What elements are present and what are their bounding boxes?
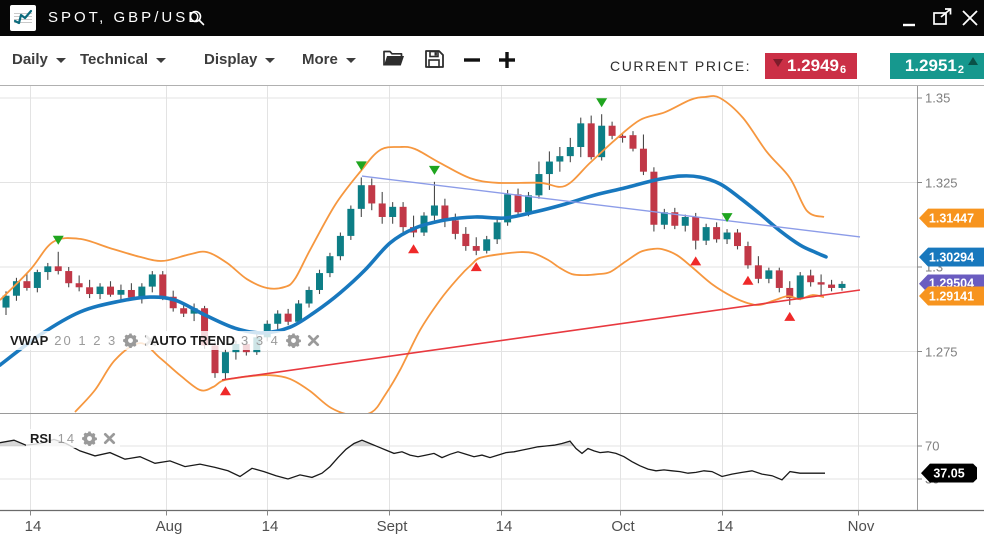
bollinger-lower-line bbox=[74, 247, 825, 413]
chevron-down-icon bbox=[156, 58, 167, 63]
candles bbox=[2, 114, 846, 380]
current-price-label: CURRENT PRICE: bbox=[610, 58, 752, 74]
time-tick-label: Nov bbox=[847, 518, 875, 535]
buy-marker-icon bbox=[742, 275, 754, 285]
popout-button[interactable] bbox=[932, 8, 954, 33]
bollinger-upper-line bbox=[0, 95, 825, 301]
rsi-overbought-fill bbox=[0, 439, 825, 446]
sell-marker-icon bbox=[428, 165, 440, 175]
gear-icon[interactable] bbox=[123, 333, 138, 348]
time-tick-label: Oct bbox=[611, 518, 635, 535]
close-icon[interactable] bbox=[103, 432, 116, 445]
price-tick-label: 1.35 bbox=[925, 90, 951, 106]
bid-price-badge: 1.2949 6 bbox=[765, 53, 857, 79]
time-tick-label: Aug bbox=[155, 518, 183, 535]
time-tick-label: 14 bbox=[495, 518, 513, 535]
trendline-support bbox=[221, 289, 861, 381]
zoom-out-icon[interactable] bbox=[462, 50, 484, 75]
search-icon[interactable] bbox=[188, 9, 206, 32]
chevron-down-icon bbox=[345, 58, 356, 63]
menu-display[interactable]: Display bbox=[204, 51, 276, 68]
vwap-label: VWAP bbox=[10, 333, 49, 348]
time-tick-label: 14 bbox=[716, 518, 734, 535]
buy-marker-icon bbox=[784, 311, 796, 321]
vwap-params: 20 1 2 3 bbox=[54, 333, 118, 348]
rsi-params: 14 bbox=[57, 431, 77, 446]
zoom-in-icon[interactable] bbox=[497, 50, 519, 75]
trendline-resistance bbox=[361, 175, 861, 238]
app-chart-icon bbox=[10, 5, 36, 31]
chevron-down-icon bbox=[265, 58, 276, 63]
sell-marker-icon bbox=[721, 213, 733, 223]
toolbar: Daily Technical Display More CURRENT PRI… bbox=[0, 36, 984, 86]
price-level-tag: 1.29141 bbox=[919, 286, 984, 306]
close-icon[interactable] bbox=[307, 334, 320, 347]
time-tick-label: 14 bbox=[261, 518, 279, 535]
legend-autotrend: AUTO TREND 3 3 4 bbox=[146, 331, 324, 350]
price-tick-label: 1.325 bbox=[925, 175, 958, 190]
time-tick-label: 14 bbox=[24, 518, 42, 535]
window-title: SPOT, GBP/USD bbox=[48, 9, 203, 26]
gear-icon[interactable] bbox=[286, 333, 301, 348]
legend-vwap: VWAP 20 1 2 3 bbox=[6, 331, 162, 350]
rsi-line bbox=[0, 438, 825, 481]
title-bar: SPOT, GBP/USD bbox=[0, 0, 984, 36]
sell-marker-icon bbox=[52, 235, 64, 245]
buy-marker-icon bbox=[470, 262, 482, 272]
autotrend-params: 3 3 4 bbox=[240, 333, 280, 348]
price-level-tag: 1.31447 bbox=[919, 208, 984, 228]
rsi-value-tag: 37.05 bbox=[921, 463, 977, 483]
legend-rsi: RSI 14 bbox=[26, 429, 121, 448]
chevron-down-icon bbox=[55, 58, 66, 63]
time-tick-label: Sept bbox=[376, 518, 408, 535]
close-button[interactable] bbox=[960, 8, 980, 33]
open-folder-icon[interactable] bbox=[382, 49, 406, 74]
autotrend-label: AUTO TREND bbox=[150, 333, 235, 348]
buy-marker-icon bbox=[408, 244, 420, 254]
price-level-tag: 1.30294 bbox=[919, 247, 984, 267]
ask-price-badge: 1.2951 2 bbox=[890, 53, 984, 79]
buy-marker-icon bbox=[690, 256, 702, 266]
buy-marker-icon bbox=[219, 386, 231, 396]
arrow-down-icon bbox=[773, 59, 783, 67]
menu-more[interactable]: More bbox=[302, 51, 356, 68]
menu-technical[interactable]: Technical bbox=[80, 51, 167, 68]
trade-markers bbox=[52, 98, 796, 396]
main-pane bbox=[0, 95, 861, 413]
arrow-up-icon bbox=[968, 57, 978, 65]
save-icon[interactable] bbox=[424, 49, 446, 74]
menu-timeframe[interactable]: Daily bbox=[12, 51, 66, 68]
minimize-button[interactable] bbox=[901, 6, 917, 33]
sell-marker-icon bbox=[355, 161, 367, 171]
gear-icon[interactable] bbox=[82, 431, 97, 446]
vwap-line bbox=[0, 174, 828, 367]
rsi-label: RSI bbox=[30, 431, 52, 446]
sell-marker-icon bbox=[596, 98, 608, 108]
price-tick-label: 1.275 bbox=[925, 344, 958, 359]
rsi-tick-label: 70 bbox=[925, 438, 940, 454]
